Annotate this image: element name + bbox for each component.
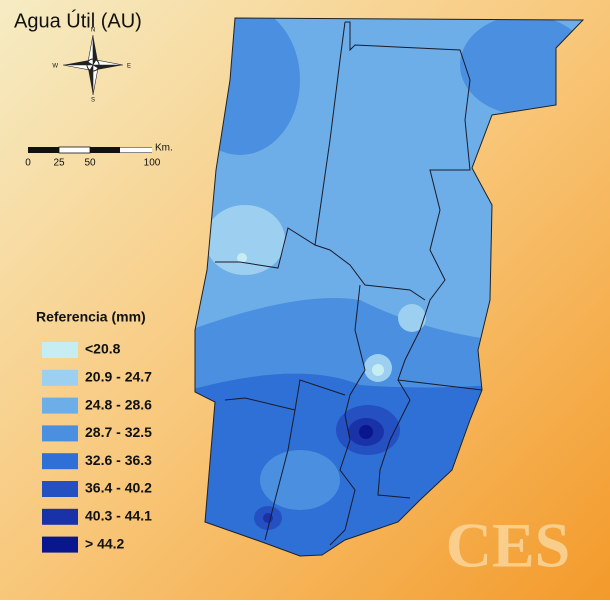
legend-label: <20.8	[85, 341, 121, 357]
zone	[263, 513, 273, 523]
scale-label: 50	[84, 158, 96, 169]
legend-swatch	[42, 369, 78, 386]
legend-swatch	[42, 481, 78, 497]
zone	[372, 364, 384, 376]
compass-label: N	[91, 28, 95, 34]
scale-segment	[58, 146, 91, 154]
legend-label: > 44.2	[85, 535, 125, 551]
legend-label: 20.9 - 24.7	[85, 369, 152, 385]
zone	[205, 205, 285, 275]
legend-label: 40.3 - 44.1	[85, 508, 152, 524]
compass-ring	[86, 58, 100, 72]
compass-rose	[62, 34, 124, 96]
scale-bar: Km. 0 25 50 100	[25, 143, 173, 169]
compass-label: E	[127, 64, 131, 70]
legend-swatch	[42, 425, 78, 442]
legend-label: 36.4 - 40.2	[85, 480, 152, 496]
legend-label: 24.8 - 28.6	[85, 396, 152, 412]
scale-unit: Km.	[155, 143, 173, 154]
legend-title: Referencia (mm)	[36, 309, 146, 325]
scale-label: 100	[144, 158, 161, 169]
legend-label: 32.6 - 36.3	[85, 452, 152, 468]
legend-label: 28.7 - 32.5	[85, 424, 152, 440]
compass-label: S	[91, 98, 95, 104]
title: Agua Útil (AU)	[14, 9, 142, 32]
scale-segment	[120, 147, 152, 153]
zone	[260, 450, 340, 510]
legend-swatch	[42, 536, 78, 553]
legend-swatch	[42, 342, 78, 358]
scale-label: 0	[25, 158, 31, 169]
logo: CES	[446, 510, 571, 581]
legend-swatch	[42, 508, 78, 525]
boundaries	[215, 21, 483, 546]
zone	[359, 425, 373, 439]
legend-swatch	[42, 453, 78, 470]
legend-swatch	[42, 397, 78, 414]
zone	[398, 304, 426, 332]
zone	[237, 253, 247, 263]
compass-label: W	[52, 64, 58, 70]
legend: <20.8 20.9 - 24.7 24.8 - 28.6 28.7 - 32.5 32…	[42, 341, 152, 553]
scale-segment	[28, 147, 59, 153]
scale-label: 25	[53, 158, 65, 169]
compass: N E S W	[52, 28, 131, 104]
